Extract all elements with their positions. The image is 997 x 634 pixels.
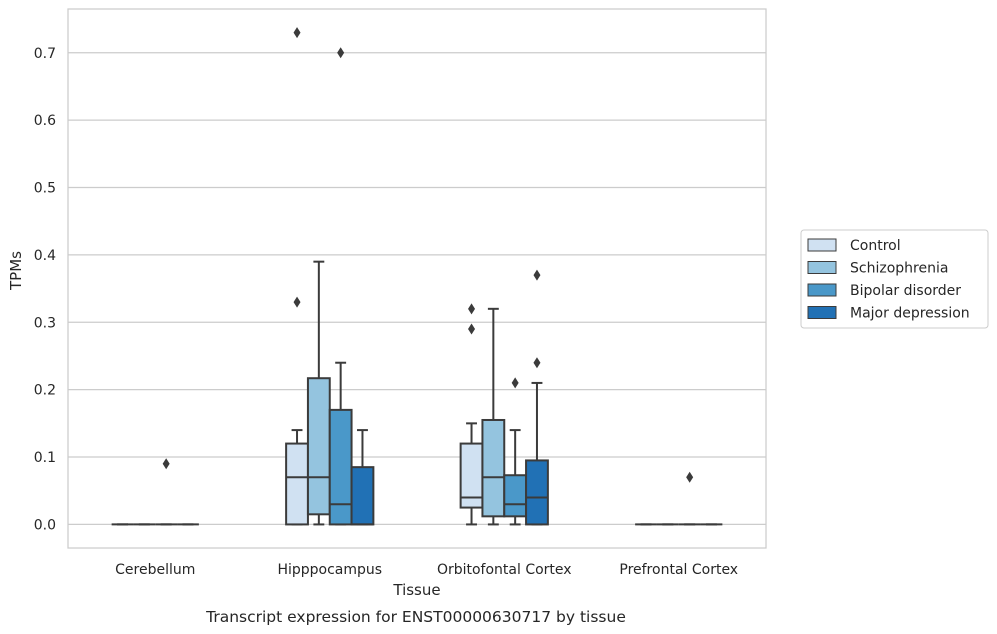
y-axis-ticks: 0.0 0.1 0.2 0.3 0.4 0.5 0.6 0.7: [34, 46, 56, 534]
legend-swatch: [807, 238, 837, 252]
plot-frame: [67, 8, 767, 549]
y-tick-label: 0.5: [34, 181, 56, 197]
box-hipppocampus-bipolar-disorder: [328, 47, 353, 526]
legend-item: Bipolar disorder: [807, 283, 961, 299]
box-orbitofontal-cortex-schizophrenia: [481, 307, 506, 526]
box-hipppocampus-control: [285, 27, 309, 526]
legend-label: Bipolar disorder: [850, 283, 961, 299]
outlier-point: [468, 323, 476, 335]
box-iqr: [306, 377, 331, 516]
y-tick-label: 0.2: [34, 383, 56, 399]
box-iqr: [525, 459, 549, 526]
box-iqr: [481, 418, 506, 518]
outlier-point: [511, 377, 519, 389]
x-axis-title: Tissue: [392, 581, 440, 599]
x-tick-label: Orbitofontal Cortex: [437, 562, 572, 578]
x-tick-label: Cerebellum: [115, 562, 195, 578]
box-iqr: [503, 474, 528, 518]
legend-item: Schizophrenia: [807, 261, 948, 277]
y-tick-label: 0.4: [34, 248, 56, 264]
y-axis-title: TPMs: [7, 251, 25, 291]
legend-label: Control: [850, 238, 901, 254]
box-orbitofontal-cortex-control: [459, 303, 484, 526]
legend-swatch: [807, 261, 837, 274]
box-iqr: [350, 466, 375, 526]
legend-label: Major depression: [850, 306, 970, 322]
box-cerebellum-bipolar-disorder: [155, 458, 178, 526]
legend-label: Schizophrenia: [850, 261, 948, 277]
outlier-point: [533, 269, 541, 281]
box-orbitofontal-cortex-major-depression: [525, 269, 549, 526]
y-tick-label: 0.3: [34, 315, 56, 331]
y-tick-label: 0.0: [34, 517, 56, 533]
box-hipppocampus-major-depression: [350, 429, 375, 526]
legend-swatch: [807, 306, 837, 319]
outlier-point: [162, 458, 170, 470]
y-tick-label: 0.7: [34, 46, 56, 62]
box-prefrontal-cortex-bipolar-disorder: [678, 471, 701, 526]
outlier-point: [293, 296, 301, 308]
box-iqr: [328, 408, 353, 526]
x-axis-ticks: Cerebellum Hipppocampus Orbitofontal Corte…: [115, 562, 738, 578]
outlier-point: [337, 47, 345, 59]
legend-frame: [800, 229, 989, 329]
legend-swatch: [807, 283, 837, 297]
outlier-point: [686, 471, 694, 483]
box-orbitofontal-cortex-bipolar-disorder: [503, 377, 528, 526]
outlier-point: [293, 27, 301, 39]
outlier-point: [533, 357, 541, 369]
x-tick-label: Hipppocampus: [277, 562, 382, 578]
chart-caption: Transcript expression for ENST0000063071…: [205, 608, 626, 626]
box-iqr: [285, 442, 309, 526]
gridlines: [68, 52, 766, 526]
outlier-point: [468, 303, 476, 315]
box-hipppocampus-schizophrenia: [306, 260, 331, 526]
x-tick-label: Prefrontal Cortex: [619, 562, 738, 578]
y-tick-label: 0.6: [34, 113, 56, 129]
y-tick-label: 0.1: [34, 450, 56, 466]
legend-item: Major depression: [807, 306, 970, 322]
legend: Control Schizophrenia Bipolar disorder Majo…: [800, 229, 989, 329]
box-series: [111, 27, 723, 526]
legend-item: Control: [807, 238, 901, 254]
